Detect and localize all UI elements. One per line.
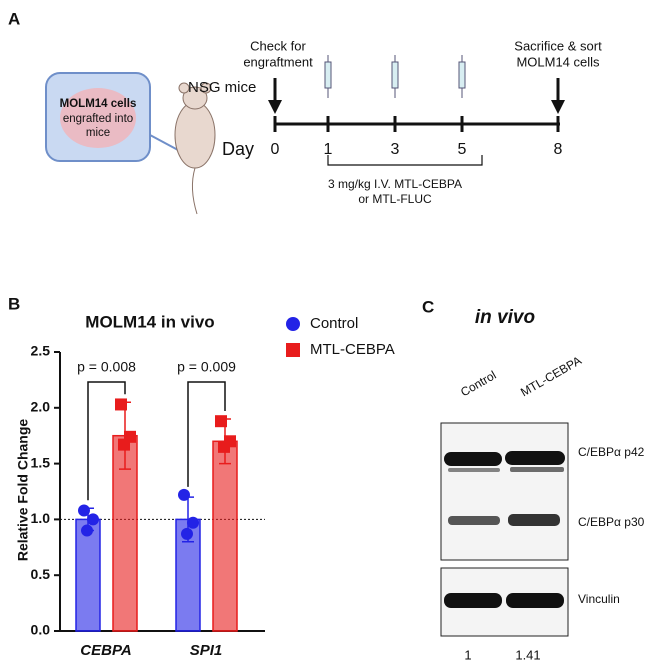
point xyxy=(178,488,190,501)
inset-title: MOLM14 cells xyxy=(60,98,137,110)
point xyxy=(181,527,193,540)
band-label: C/EBPα p42 xyxy=(578,445,645,459)
point xyxy=(187,516,199,529)
significance-bracket xyxy=(87,381,126,501)
syringe xyxy=(324,61,332,89)
mouse-label: NSG mice xyxy=(188,79,256,96)
panel-label: A xyxy=(8,9,20,28)
bracket xyxy=(327,155,483,166)
lane-label: Control xyxy=(458,368,499,399)
legend-label: MTL-CEBPA xyxy=(310,341,395,358)
syringe xyxy=(458,61,466,89)
legend-label: Control xyxy=(310,315,358,332)
y-axis-label: Relative Fold Change xyxy=(15,419,31,562)
legend-marker xyxy=(286,317,300,331)
sacrifice-label: MOLM14 cells xyxy=(516,54,600,69)
p-value: p = 0.009 xyxy=(177,359,236,375)
panel-label: C xyxy=(422,297,434,316)
blot-title: in vivo xyxy=(475,307,535,328)
arrows xyxy=(268,78,565,114)
day-number: 3 xyxy=(391,141,400,158)
significance-bracket xyxy=(187,381,226,487)
cells xyxy=(60,88,136,148)
inset-text: mice xyxy=(86,127,110,139)
check-label: Check for xyxy=(250,38,306,53)
y-tick-label: 1.5 xyxy=(31,454,51,470)
point xyxy=(87,513,99,526)
y-tick-label: 1.0 xyxy=(31,510,51,526)
band-label: C/EBPα p30 xyxy=(578,515,645,529)
y-tick-label: 0.0 xyxy=(31,622,51,638)
point xyxy=(78,504,90,517)
point xyxy=(115,398,127,411)
chart-title: MOLM14 in vivo xyxy=(85,312,214,331)
syringe xyxy=(391,61,399,89)
lane-label: MTL-CEBPA xyxy=(518,353,584,399)
day-number: 1 xyxy=(324,141,333,158)
treatment: or MTL-FLUC xyxy=(358,192,432,206)
y-tick-label: 2.5 xyxy=(31,343,51,359)
point xyxy=(218,440,230,453)
bands xyxy=(444,451,565,608)
day-number: 8 xyxy=(554,141,563,158)
inset-text: engrafted into xyxy=(63,113,133,125)
x-tick-label: CEBPA xyxy=(80,642,131,659)
p-value: p = 0.008 xyxy=(77,359,136,375)
point xyxy=(81,524,93,537)
day-label: Day xyxy=(222,139,254,159)
day-number: 0 xyxy=(271,141,280,158)
mouse xyxy=(174,82,216,215)
band-label: Vinculin xyxy=(578,592,620,606)
quantification: 1 xyxy=(464,647,471,662)
treatment: 3 mg/kg I.V. MTL-CEBPA xyxy=(328,177,462,191)
point xyxy=(215,415,227,428)
y-tick-label: 0.5 xyxy=(31,566,51,582)
day-number: 5 xyxy=(458,141,467,158)
x-tick-label: SPI1 xyxy=(190,642,223,659)
legend-marker xyxy=(286,343,300,357)
inset-pointer xyxy=(149,134,179,151)
panel-label: B xyxy=(8,294,20,313)
blot xyxy=(440,422,569,561)
sacrifice-label: Sacrifice & sort xyxy=(514,38,602,53)
check-label: engraftment xyxy=(243,54,313,69)
bar xyxy=(212,440,238,632)
point xyxy=(118,438,130,451)
quantification: 1.41 xyxy=(515,647,540,662)
y-tick-label: 2.0 xyxy=(31,399,51,415)
